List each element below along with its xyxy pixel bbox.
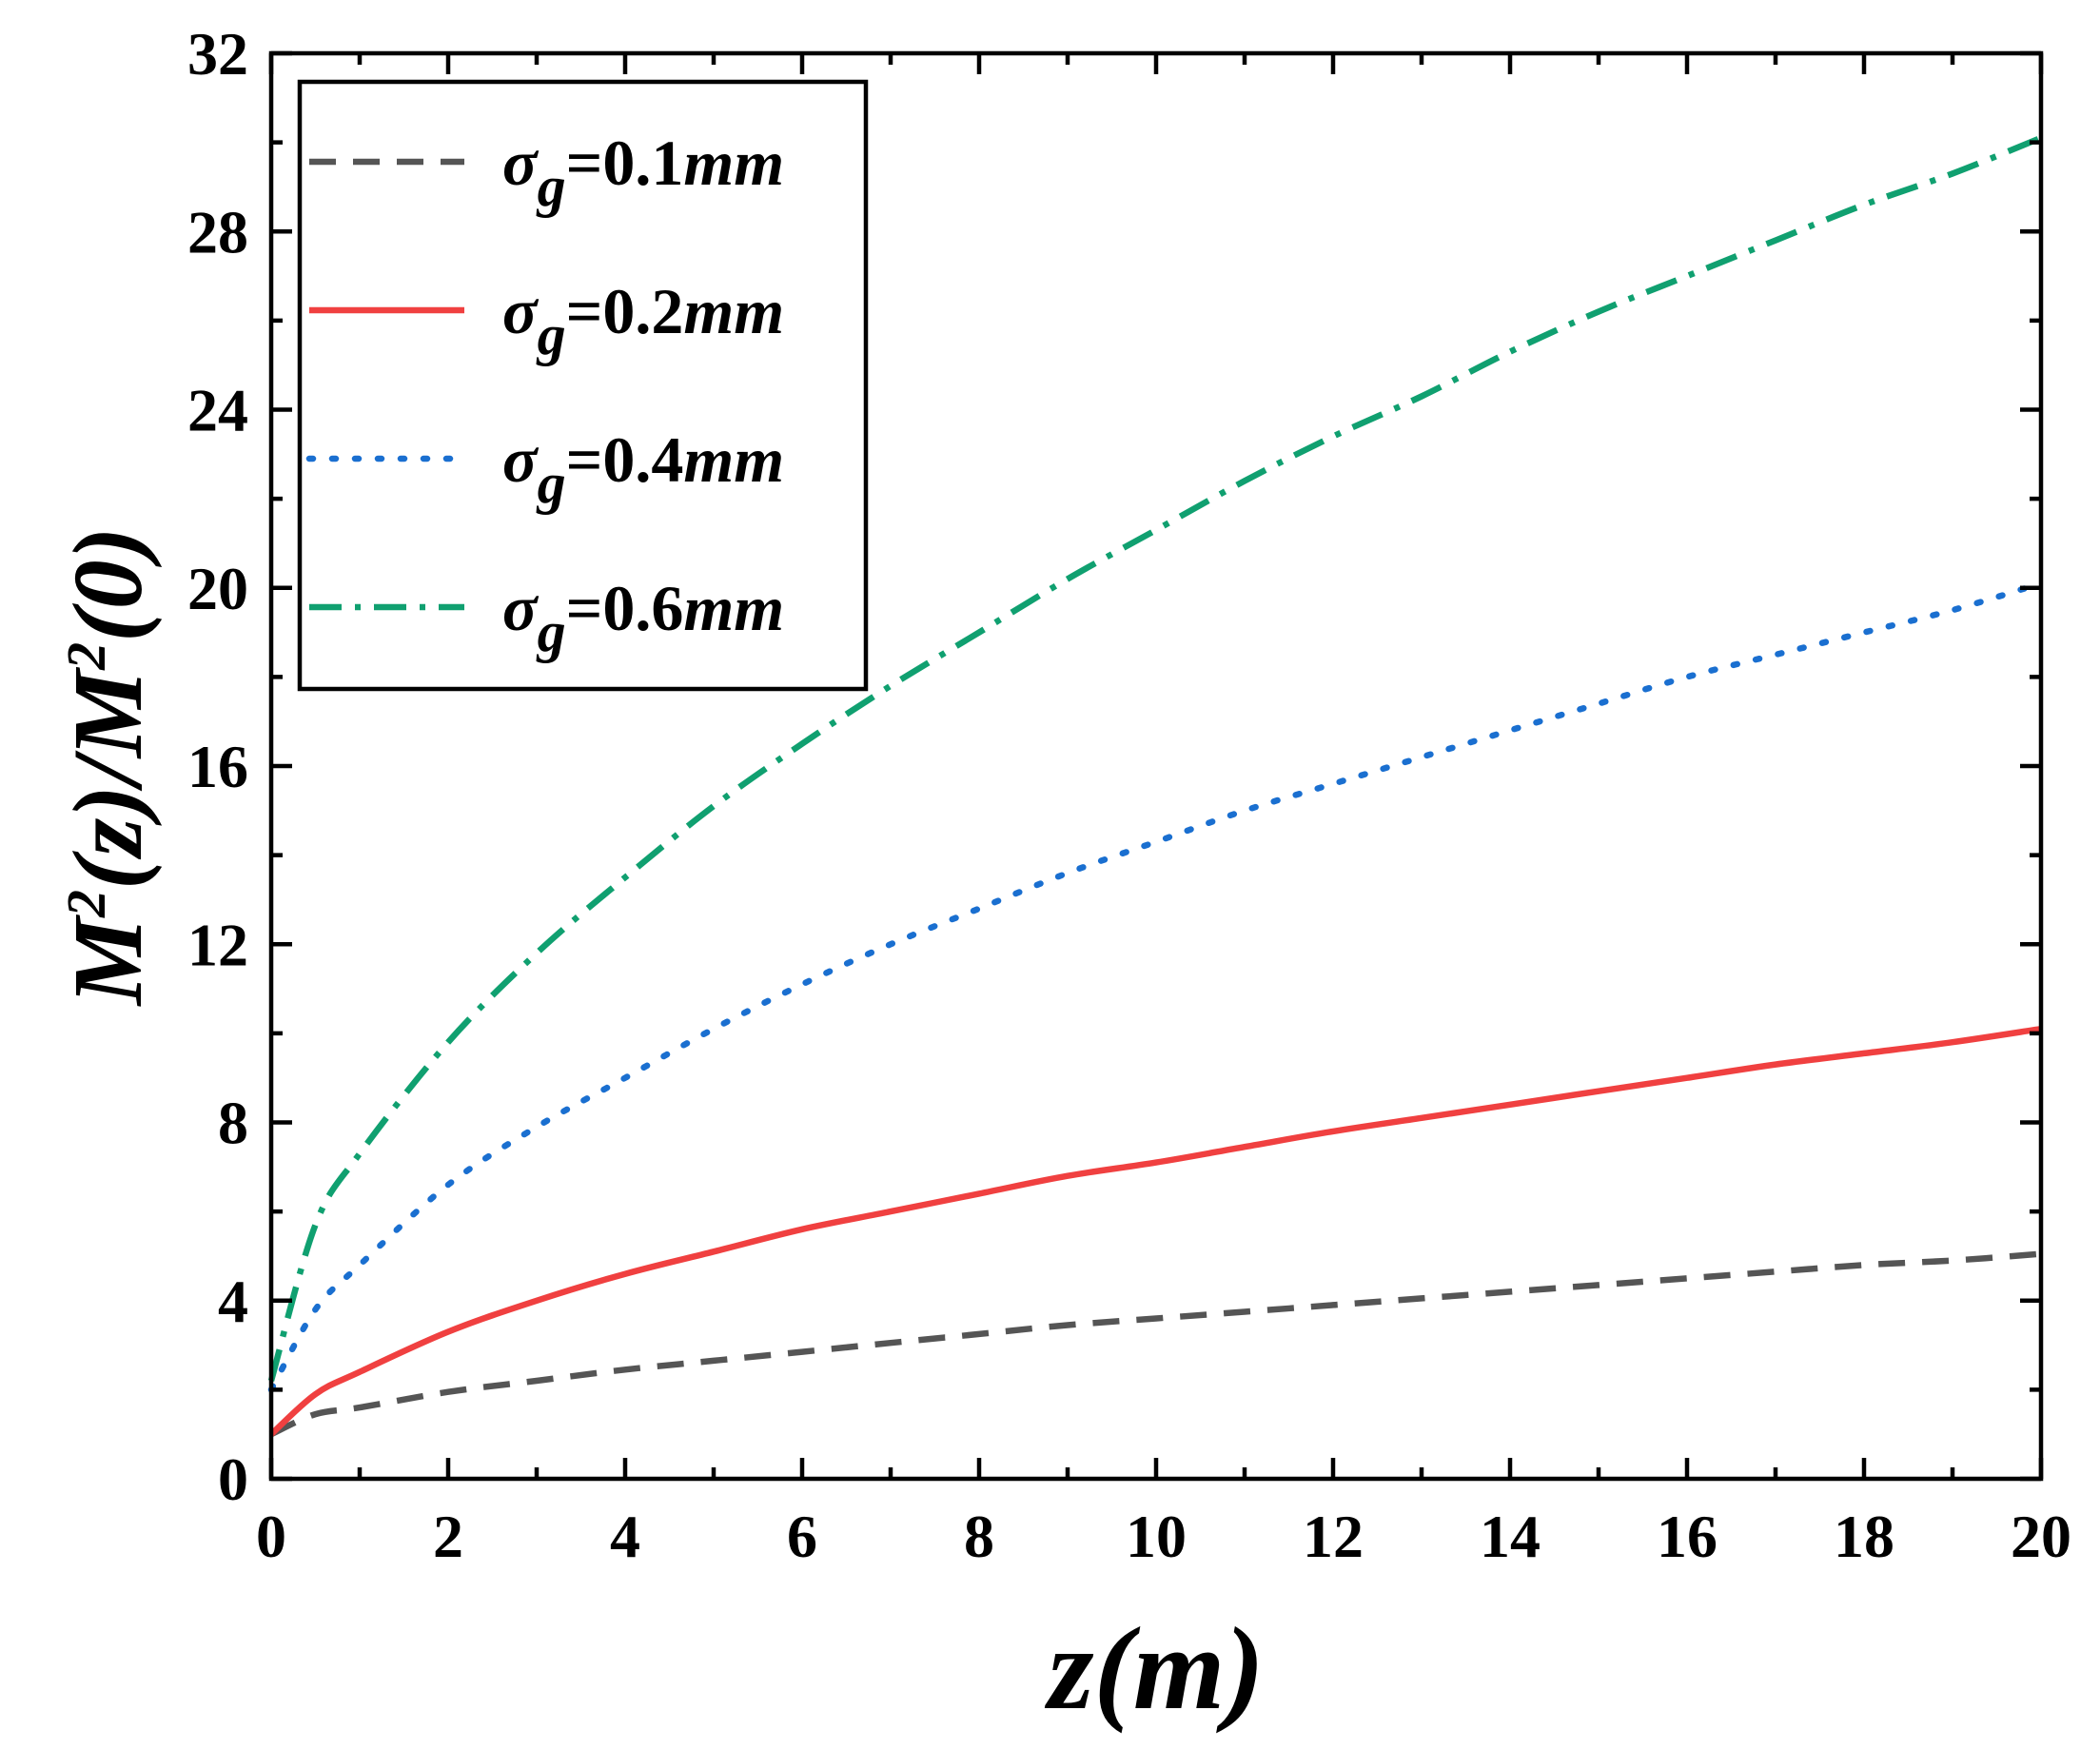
x-tick-label: 12	[1303, 1503, 1364, 1570]
y-tick-label: 4	[218, 1268, 248, 1335]
y-label-sup2: 2	[55, 642, 117, 671]
y-label-sup1: 2	[55, 890, 117, 918]
x-tick-label: 6	[787, 1503, 817, 1570]
y-tick-label: 12	[187, 911, 248, 978]
y-tick-label: 8	[218, 1090, 248, 1157]
legend-label-1: σg=0.1mm	[502, 127, 784, 218]
legend-label-3: σg=0.4mm	[502, 423, 784, 515]
y-tick-label: 24	[187, 377, 248, 444]
legend-label-2: σg=0.2mm	[502, 275, 784, 366]
legend-box	[297, 79, 869, 692]
plot-frame	[268, 50, 2044, 1482]
x-tick-label: 8	[964, 1503, 994, 1570]
x-tick-label: 10	[1126, 1503, 1187, 1570]
y-label-m1: M	[53, 914, 163, 1007]
series-line-4	[267, 134, 2043, 1382]
y-label-mid: (z)/M	[53, 666, 163, 890]
y-axis-label: M2(z)/M2(0)	[53, 527, 163, 1008]
y-tick-label: 32	[187, 20, 248, 88]
series-line-3	[267, 580, 2045, 1393]
y-tick-label: 28	[187, 198, 248, 265]
x-tick-label: 0	[256, 1503, 286, 1570]
series-line-1	[269, 1250, 2042, 1438]
x-tick-label: 2	[433, 1503, 463, 1570]
legend-items: σg=0.1mm σg=0.2mm σg=0.4mm σg=0.6mm	[305, 127, 784, 663]
x-axis-label: z(m)	[1044, 1603, 1264, 1734]
x-tick-label: 14	[1480, 1503, 1541, 1570]
legend-label-4: σg=0.6mm	[502, 572, 784, 663]
y-tick-label: 0	[218, 1445, 248, 1513]
x-tick-label: 4	[610, 1503, 640, 1570]
series-line-2	[268, 1025, 2042, 1437]
y-tick-label: 16	[187, 733, 248, 800]
x-tick-label: 16	[1657, 1503, 1717, 1570]
series-layer	[267, 134, 2045, 1438]
y-tick-label: 20	[187, 555, 248, 622]
x-tick-label: 20	[2011, 1503, 2071, 1570]
y-label-end: (0)	[53, 527, 163, 642]
legend: σg=0.1mm σg=0.2mm σg=0.4mm σg=0.6mm	[297, 79, 869, 692]
x-tick-label: 18	[1834, 1503, 1894, 1570]
